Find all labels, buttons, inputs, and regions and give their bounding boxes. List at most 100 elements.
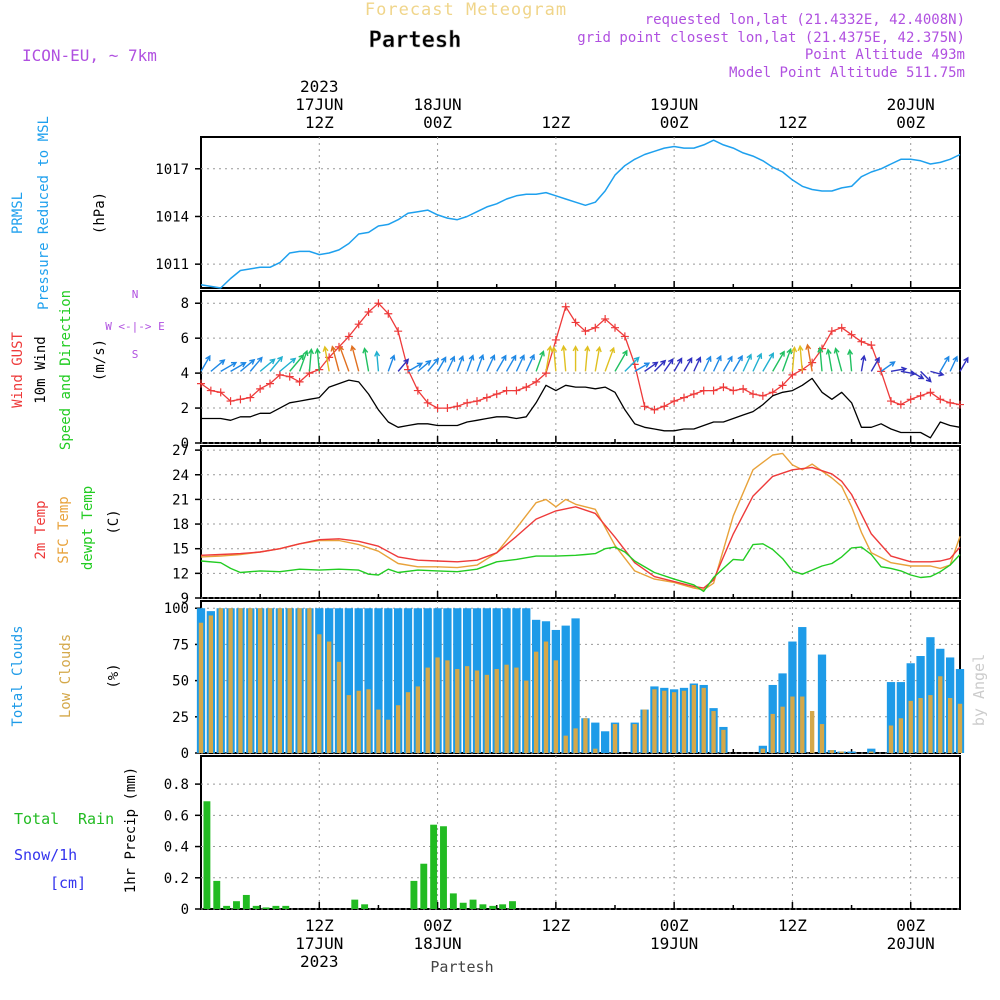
wind-arrow [683, 356, 693, 372]
panel-frame [200, 136, 961, 289]
wind-arrow [338, 345, 350, 372]
low-cloud-bar [671, 692, 677, 753]
wind-arrow [259, 358, 276, 372]
wind-arrow [742, 353, 752, 372]
temp-label-dewpt: dewpt Temp [80, 486, 96, 570]
time-label: 17JUN [295, 934, 343, 953]
gust-marker [266, 379, 274, 388]
wind-arrow [833, 347, 843, 372]
gust-marker [443, 404, 452, 413]
low-cloud-bar [455, 669, 460, 753]
y-tick-label: 0.6 [164, 808, 189, 824]
low-cloud-bar [297, 608, 302, 753]
time-label: 12Z [541, 916, 570, 935]
low-cloud-bar [346, 695, 352, 753]
gust-marker [749, 390, 757, 399]
wind-arrow [772, 350, 785, 372]
gust-marker [601, 314, 610, 323]
wind-arrow [930, 370, 945, 377]
rain-bar [282, 905, 290, 909]
gust-marker [482, 393, 491, 402]
gust-marker [837, 323, 846, 332]
gust-marker [926, 388, 935, 397]
y-tick-label: 0.4 [164, 840, 189, 856]
gust-marker [384, 309, 393, 318]
gust-marker [660, 402, 669, 411]
low-cloud-bar [514, 667, 519, 753]
wind-arrow [653, 359, 667, 372]
wind-arrow [298, 349, 309, 372]
wind-arrow [496, 354, 507, 372]
rain-bar [430, 824, 438, 909]
low-cloud-bar [642, 709, 647, 753]
wind-arrow [732, 354, 743, 372]
y-tick-label: 0.8 [164, 777, 189, 793]
rain-bar [252, 905, 260, 909]
time-label: 19JUN [650, 95, 698, 114]
gust-marker [256, 384, 265, 393]
y-tick-label: 1014 [155, 209, 189, 225]
low-cloud-bar [533, 651, 539, 753]
gust-marker [453, 402, 462, 411]
wind-arrow [374, 350, 381, 372]
low-cloud-bar [248, 608, 253, 753]
model-point-altitude: Model Point Altitude 511.75m [729, 65, 965, 81]
y-tick-label: 15 [172, 542, 189, 558]
precip-label-snow: Snow/1h [14, 846, 77, 864]
gust-marker [739, 384, 748, 393]
total-cloud-bar [798, 627, 807, 753]
gust-marker [670, 397, 679, 406]
time-label: 00Z [896, 113, 925, 132]
y-tick-label: 27 [172, 443, 189, 459]
gust-marker [847, 330, 856, 339]
low-cloud-bar [819, 724, 825, 753]
gust-marker [709, 386, 718, 395]
wind-arrow [476, 353, 485, 372]
gust-marker [226, 397, 235, 406]
gust-marker [216, 388, 225, 397]
low-cloud-bar [770, 713, 775, 753]
y-tick-label: 12 [172, 566, 189, 582]
time-label: 20JUN [887, 934, 935, 953]
gust-marker [344, 332, 353, 341]
rain-bar [469, 899, 477, 909]
low-cloud-bar [612, 724, 618, 753]
gust-marker [650, 405, 659, 414]
wind-arrow [797, 344, 804, 372]
low-cloud-bar [395, 705, 401, 753]
time-label: 2023 [300, 77, 339, 96]
low-cloud-bar [287, 608, 292, 753]
low-cloud-bar [573, 728, 578, 753]
total-cloud-bar [413, 608, 422, 753]
wind-arrow [307, 347, 314, 372]
time-label: 00Z [423, 916, 452, 935]
pressure-line [200, 139, 961, 289]
gust-marker [808, 358, 817, 367]
y-tick-label: 100 [164, 601, 189, 617]
rain-bar [479, 904, 487, 909]
low-cloud-bar [326, 641, 332, 753]
wind-arrow [486, 354, 496, 372]
wind-arrow [910, 370, 925, 380]
gust-marker [699, 386, 708, 395]
gust-marker [561, 302, 570, 311]
wind-arrow [949, 355, 958, 372]
total-cloud-bar [591, 722, 600, 753]
wind-arrow [663, 358, 674, 372]
low-cloud-bar [415, 686, 421, 753]
low-cloud-bar [464, 666, 470, 753]
y-tick-label: 1011 [155, 257, 189, 273]
gust-marker [768, 388, 777, 397]
low-cloud-bar [277, 608, 283, 753]
wind-arrow [939, 355, 950, 372]
wind-arrow [584, 345, 591, 372]
precip-label-total: Total [14, 810, 59, 828]
gust-marker [680, 393, 688, 402]
y-tick-label: 24 [172, 468, 189, 484]
low-cloud-bar [543, 641, 549, 753]
low-cloud-bar [218, 608, 223, 753]
low-cloud-bar [652, 689, 657, 753]
gust-marker [581, 327, 590, 336]
gust-marker [896, 400, 905, 409]
